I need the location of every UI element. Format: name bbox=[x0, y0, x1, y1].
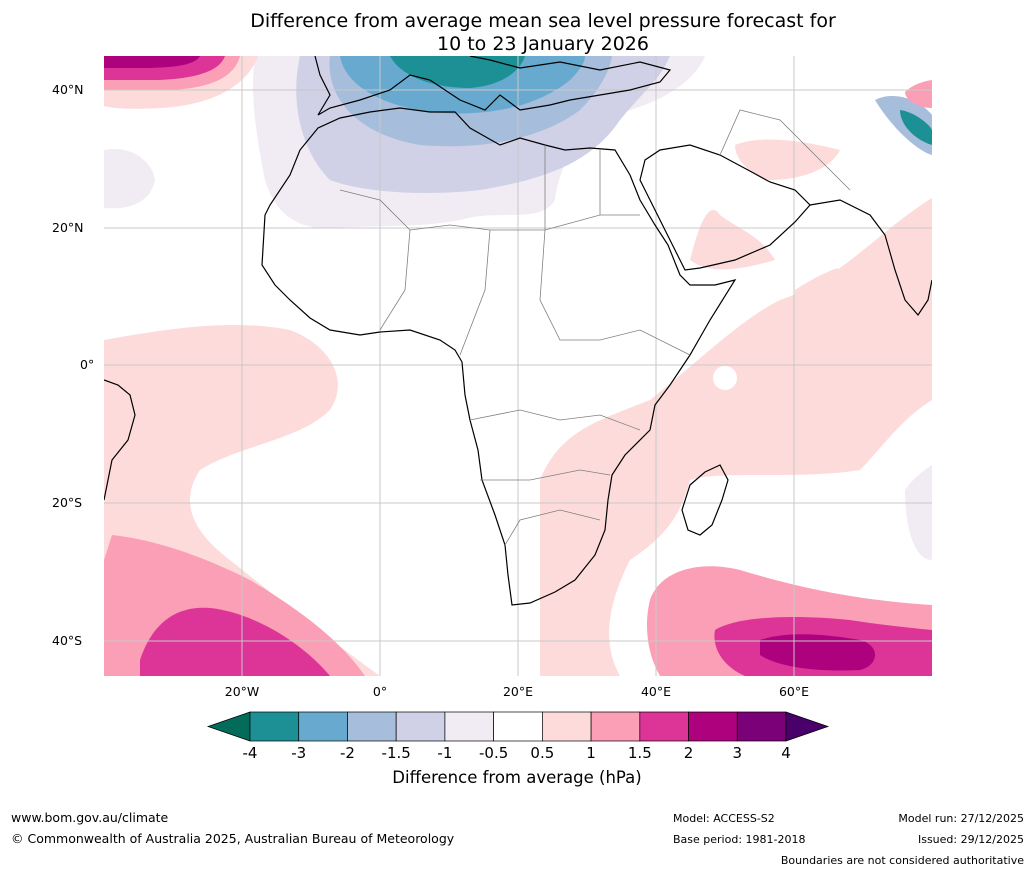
colorbar-extend-low bbox=[206, 711, 251, 742]
anomaly-region-plus-0.5-arabia bbox=[690, 210, 775, 270]
colorbar-tick-label: 1 bbox=[586, 744, 596, 762]
anomaly-region-plus-1.5-sw bbox=[140, 607, 330, 676]
colorbar-tick-label: 4 bbox=[781, 744, 791, 762]
lat-label-40n: 40°N bbox=[52, 82, 84, 97]
chart-title: Difference from average mean sea level p… bbox=[0, 10, 1035, 56]
anomaly-region-east-teal bbox=[900, 110, 932, 145]
madagascar-coastline bbox=[681, 464, 729, 536]
footer-model-run: Model run: 27/12/2025 bbox=[898, 812, 1024, 825]
colorbar-tick-label: -0.5 bbox=[478, 744, 509, 762]
footer-copyright: © Commonwealth of Australia 2025, Austra… bbox=[11, 831, 455, 846]
anomaly-region-plus-0.5-arabian-sea bbox=[795, 268, 838, 300]
colorbar-segment bbox=[298, 711, 348, 742]
colorbar-title: Difference from average (hPa) bbox=[392, 768, 642, 787]
lon-label-20e: 20°E bbox=[502, 684, 534, 699]
colorbar-tick-label: -4 bbox=[242, 744, 258, 762]
title-line-2: 10 to 23 January 2026 bbox=[437, 33, 649, 55]
footer-base-period: Base period: 1981-2018 bbox=[673, 833, 806, 846]
lon-label-20w: 20°W bbox=[224, 684, 260, 699]
anomaly-region-east-blue bbox=[875, 95, 932, 155]
anomaly-region-minus-0.5-west bbox=[104, 149, 155, 209]
anomaly-region-plus-0.5-iran bbox=[735, 139, 840, 180]
anomaly-region-minus-0.5-se bbox=[905, 465, 932, 560]
colorbar-segment bbox=[395, 711, 446, 742]
colorbar-tick-label: -3 bbox=[291, 744, 307, 762]
colorbar-tick-label: 0.5 bbox=[530, 744, 555, 762]
anomaly-region-plus-0.5-e bbox=[540, 198, 932, 676]
africa-coastline bbox=[261, 107, 737, 606]
colorbar-tick-label: -1.5 bbox=[381, 744, 411, 762]
colorbar-tick-label: -2 bbox=[339, 744, 355, 762]
anomaly-region-minus-3 bbox=[390, 56, 525, 88]
lon-label-40e: 40°E bbox=[640, 684, 672, 699]
colorbar-extend-high bbox=[785, 711, 830, 742]
lon-label-0: 0° bbox=[372, 684, 388, 699]
footer-disclaimer: Boundaries are not considered authoritat… bbox=[780, 854, 1024, 867]
south-america-coastline bbox=[104, 379, 136, 501]
colorbar-segment bbox=[347, 711, 397, 742]
colorbar-tick-label: 3 bbox=[732, 744, 743, 762]
gridlines bbox=[104, 56, 932, 676]
colorbar-segment bbox=[688, 711, 738, 742]
footer-website: www.bom.gov.au/climate bbox=[11, 810, 169, 825]
lat-label-20n: 20°N bbox=[52, 220, 84, 235]
footer-model: Model: ACCESS-S2 bbox=[673, 812, 775, 825]
colorbar-segment bbox=[736, 711, 787, 742]
colorbar-segment bbox=[639, 711, 689, 742]
anomaly-region-plus-2-se bbox=[760, 634, 875, 671]
country-borders bbox=[339, 109, 851, 546]
colorbar-segment bbox=[542, 711, 592, 742]
lat-label-20s: 20°S bbox=[52, 495, 83, 510]
anomaly-region-plus-1-ne bbox=[905, 80, 932, 108]
colorbar-tick-label: -1 bbox=[437, 744, 453, 762]
anomaly-hole bbox=[713, 366, 737, 390]
anomaly-region-plus-2-nw bbox=[104, 56, 200, 68]
coastlines bbox=[104, 56, 932, 606]
colorbar-tick-label: 2 bbox=[683, 744, 694, 762]
lat-label-40s: 40°S bbox=[52, 633, 83, 648]
lon-label-60e: 60°E bbox=[778, 684, 810, 699]
title-line-1: Difference from average mean sea level p… bbox=[250, 10, 836, 32]
colorbar-segment bbox=[590, 711, 641, 742]
colorbar-segment bbox=[249, 711, 300, 742]
lat-label-0: 0° bbox=[80, 357, 95, 372]
colorbar-segment bbox=[493, 711, 543, 742]
colorbar-segment bbox=[444, 711, 494, 742]
colorbar-tick-label: 1.5 bbox=[627, 744, 652, 762]
asia-coastline bbox=[809, 199, 932, 316]
europe-coastline bbox=[314, 56, 672, 116]
colorbar bbox=[206, 711, 830, 742]
footer-issued: Issued: 29/12/2025 bbox=[917, 833, 1024, 846]
